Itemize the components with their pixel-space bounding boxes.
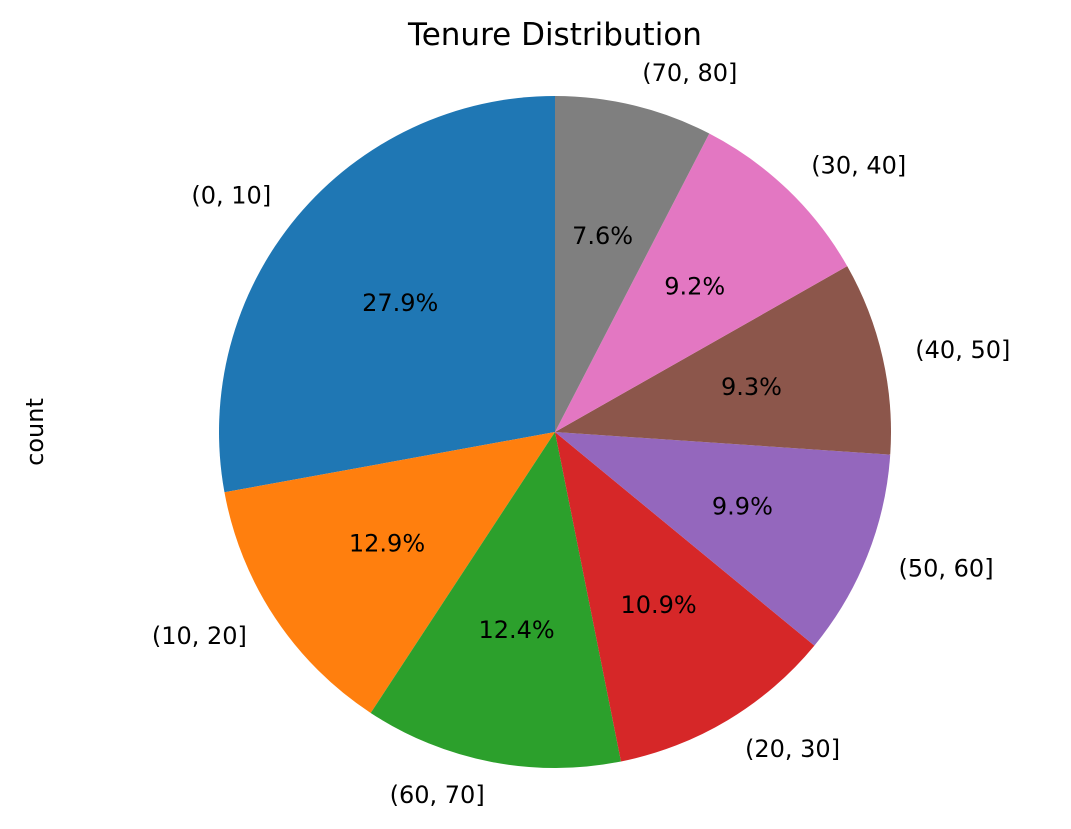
pie-slice-20-30 (555, 432, 815, 762)
slice-label-40-50: (40, 50] (915, 336, 1010, 364)
y-axis-label: count (21, 398, 49, 466)
percent-label-40-50: 9.3% (721, 373, 782, 401)
percent-label-0-10: 27.9% (362, 289, 438, 317)
slice-label-50-60: (50, 60] (899, 555, 994, 583)
slice-label-70-80: (70, 80] (642, 59, 737, 87)
slice-label-0-10: (0, 10] (191, 181, 271, 209)
pie-slice-70-80 (555, 96, 710, 432)
percent-label-20-30: 10.9% (620, 591, 696, 619)
slice-labels: (0, 10] (10, 20] (60, 70] (20, 30] (50, 60] (… (152, 59, 1011, 809)
chart-title: Tenure Distribution (407, 17, 702, 53)
pie-slice-0-10 (219, 96, 556, 493)
slice-label-60-70: (60, 70] (390, 781, 485, 809)
pie-slice-50-60 (555, 432, 891, 646)
percent-label-30-40: 9.2% (664, 273, 725, 301)
percent-label-50-60: 9.9% (712, 492, 773, 520)
slice-label-30-40: (30, 40] (811, 152, 906, 180)
slice-label-20-30: (20, 30] (745, 735, 840, 763)
percent-label-70-80: 7.6% (572, 222, 633, 250)
pie-slice-10-20 (224, 432, 555, 713)
pie-slice-30-40 (555, 133, 848, 432)
percent-label-10-20: 12.9% (349, 529, 425, 557)
pie-slice-40-50 (555, 266, 892, 455)
percent-labels: 27.9% 12.9% 12.4% 10.9% 9.9% 9.3% 9.2% 7.6% (349, 222, 782, 644)
pie-slices (219, 96, 892, 768)
slice-label-10-20: (10, 20] (152, 622, 247, 650)
pie-slice-60-70 (370, 432, 621, 768)
percent-label-60-70: 12.4% (478, 616, 554, 644)
